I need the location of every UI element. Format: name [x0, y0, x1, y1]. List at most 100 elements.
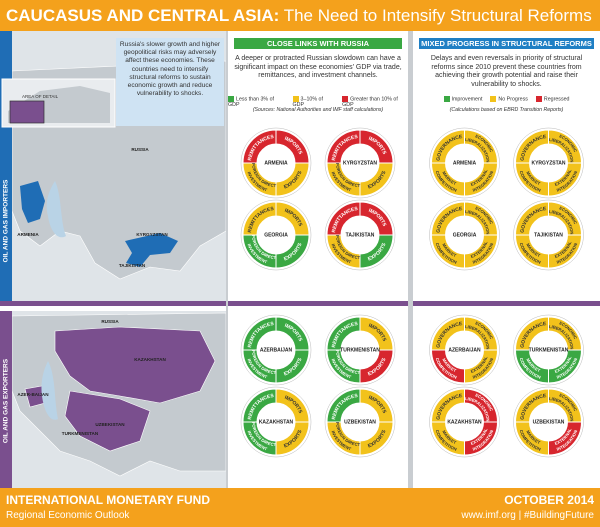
donut-center — [257, 144, 295, 182]
legend-label: Regressed — [543, 96, 570, 103]
legend: Improvement No Progress Regressed — [413, 96, 600, 102]
legend-item: 3–10% of GDP — [292, 96, 335, 109]
donut-segment — [326, 421, 361, 456]
legend-swatch — [292, 96, 299, 102]
panel-description: Delays and even reversals in priority of… — [430, 55, 583, 88]
donut-segment — [242, 349, 277, 384]
map-label: KYRGYZSTAN — [136, 232, 168, 237]
donut-center — [257, 216, 295, 254]
donut-segment — [326, 234, 361, 269]
donut-center — [446, 216, 483, 254]
legend-item: Improvement — [443, 96, 483, 103]
country-name: KAZAKHSTAN — [447, 419, 482, 425]
country-name: AZERBAIJAN — [260, 347, 293, 353]
country-name: AZERBAIJAN — [448, 347, 481, 353]
column-divider — [226, 31, 228, 488]
country-name: ARMENIA — [453, 160, 477, 166]
donut-grid: GOVERNANCE ECONOMICLIBERALIZATIONEXTERNAL… — [429, 127, 584, 458]
country-name: TAJIKISTAN — [534, 232, 563, 238]
donut-center — [341, 403, 379, 441]
intro-box: Russia's slower growth and higher geopol… — [116, 38, 224, 126]
legend-swatch — [490, 96, 497, 102]
country-name: TAJIKISTAN — [346, 232, 375, 238]
inset-detail — [9, 100, 45, 124]
legend: Less than 3% of GDP 3–10% of GDP Greater t… — [228, 96, 408, 108]
map-label: KAZAKHSTAN — [134, 357, 166, 362]
legend-swatch — [535, 96, 542, 102]
section-divider — [0, 301, 600, 306]
donut-center — [341, 144, 379, 182]
donut-segment — [326, 349, 361, 384]
legend-item: Greater than 10% of GDP — [342, 96, 408, 108]
legend-item: Less than 3% of GDP — [228, 96, 285, 108]
legend-swatch — [342, 96, 349, 102]
group-band — [0, 311, 12, 488]
map-label: AZER-BAIJAN — [17, 392, 49, 397]
panel-description: A deeper or protracted Russian slowdown … — [234, 55, 402, 80]
country-name: TURKMENISTAN — [340, 347, 380, 353]
title-rest: The Need to Intensify Structural Reforms — [283, 6, 592, 25]
map-label: ARMENIA — [17, 232, 39, 237]
panel-note: (Sources: National Authorities and IMF s… — [252, 107, 384, 113]
donut-center — [530, 331, 567, 369]
donut-segment — [430, 421, 465, 456]
legend-label: No Progress — [498, 96, 528, 103]
footer-links: www.imf.org | #BuildingFuture — [461, 510, 594, 521]
donut-segment — [242, 421, 277, 456]
donut-segment — [242, 162, 277, 197]
footer-date: OCTOBER 2014 — [504, 493, 594, 507]
donut-segment — [514, 421, 549, 456]
legend-label: Less than 3% of GDP — [228, 96, 274, 109]
donut-center — [257, 403, 295, 441]
footer-publication: Regional Economic Outlook — [6, 510, 130, 521]
map-label: RUSSIA — [131, 147, 149, 152]
donut-center — [446, 144, 483, 182]
donut-center — [530, 144, 567, 182]
title-bold: CAUCASUS AND CENTRAL ASIA: — [6, 6, 280, 25]
importer-shape — [125, 233, 178, 267]
donut-segment — [514, 234, 549, 269]
legend-label: Greater than 10% of GDP — [342, 96, 398, 109]
donut-segment — [514, 349, 549, 384]
donut-segment — [242, 234, 277, 269]
panel-note: (Calculations based on EBRD Transition R… — [449, 107, 564, 113]
map-label: TAJIKISTAN — [119, 263, 146, 268]
donut-segment — [430, 349, 465, 384]
country-name: GEORGIA — [453, 232, 477, 238]
caspian-sea — [41, 361, 58, 420]
donut-center — [530, 216, 567, 254]
panel-title: MIXED PROGRESS IN STRUCTURAL REFORMS — [419, 38, 594, 49]
donut-segment — [430, 162, 465, 197]
country-name: UZBEKISTAN — [533, 419, 565, 425]
donut-center — [446, 331, 483, 369]
legend-label: Improvement — [451, 96, 483, 103]
donut-center — [446, 403, 483, 441]
legend-item: No Progress — [490, 96, 528, 103]
caspian-sea — [46, 181, 66, 238]
footer: International Monetary Fund Regional Eco… — [0, 488, 600, 527]
header: CAUCASUS AND CENTRAL ASIA: The Need to I… — [0, 0, 600, 31]
donut-segment — [430, 234, 465, 269]
map-label: TURKMENISTAN — [62, 431, 99, 436]
footer-org: International Monetary Fund — [6, 493, 210, 507]
legend-item: Regressed — [535, 96, 570, 103]
donut-center — [341, 331, 379, 369]
map-label: UZBEKISTAN — [95, 422, 125, 427]
country-name: ARMENIA — [264, 160, 288, 166]
country-name: GEORGIA — [264, 232, 288, 238]
legend-swatch — [228, 96, 234, 102]
country-name: KAZAKHSTAN — [259, 419, 294, 425]
group-label: OIL AND GAS IMPORTERS — [3, 179, 10, 262]
country-name: UZBEKISTAN — [344, 419, 376, 425]
inset-label: AREA OF DETAIL — [22, 94, 59, 99]
legend-label: 3–10% of GDP — [292, 96, 323, 109]
importer-shape — [20, 181, 45, 223]
donut-center — [257, 331, 295, 369]
donut-center — [341, 216, 379, 254]
country-name: KYRGYZSTAN — [531, 160, 565, 166]
donut-segment — [514, 162, 549, 197]
map-label: RUSSIA — [101, 319, 119, 324]
column-divider — [408, 31, 413, 488]
